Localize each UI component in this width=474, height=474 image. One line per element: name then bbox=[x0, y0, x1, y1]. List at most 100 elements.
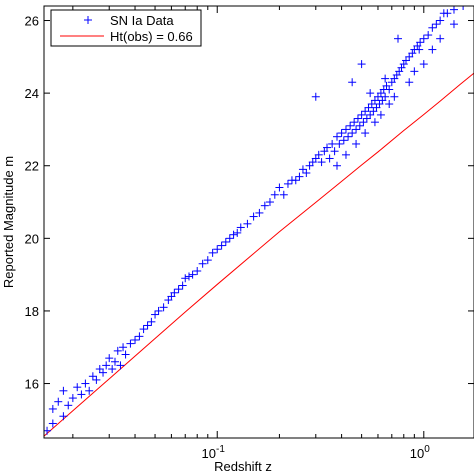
legend-label-data: SN Ia Data bbox=[110, 13, 174, 28]
data-point bbox=[376, 110, 385, 119]
data-point bbox=[366, 110, 375, 119]
data-point bbox=[410, 67, 419, 76]
data-point bbox=[350, 118, 359, 127]
data-point bbox=[311, 92, 320, 101]
data-point bbox=[113, 346, 122, 355]
data-point bbox=[217, 241, 226, 250]
data-point bbox=[236, 223, 245, 232]
data-point bbox=[436, 34, 445, 43]
data-point bbox=[366, 89, 375, 98]
data-point bbox=[302, 168, 311, 177]
data-point bbox=[255, 208, 264, 217]
legend-label-fit: Ht(obs) = 0.66 bbox=[110, 29, 193, 44]
data-point bbox=[193, 267, 202, 276]
data-point bbox=[102, 361, 111, 370]
data-point bbox=[381, 74, 390, 83]
data-point bbox=[116, 361, 125, 370]
legend-box bbox=[50, 9, 202, 47]
data-point bbox=[85, 386, 94, 395]
data-point bbox=[323, 143, 332, 152]
data-point bbox=[249, 212, 258, 221]
x-tick-label: 10-1 bbox=[202, 444, 226, 461]
data-point bbox=[143, 321, 152, 330]
data-point bbox=[243, 219, 252, 228]
data-point bbox=[432, 20, 441, 29]
y-tick-label: 20 bbox=[25, 231, 39, 246]
data-point bbox=[415, 45, 424, 54]
data-point bbox=[317, 158, 326, 167]
data-point bbox=[265, 198, 274, 207]
data-point bbox=[48, 404, 57, 413]
fit-line bbox=[44, 72, 474, 437]
data-point bbox=[59, 386, 68, 395]
data-point bbox=[291, 176, 300, 185]
data-point bbox=[408, 49, 417, 58]
data-point bbox=[393, 34, 402, 43]
x-tick-label: 100 bbox=[410, 444, 430, 461]
data-point bbox=[325, 154, 334, 163]
data-point bbox=[370, 118, 379, 127]
data-point bbox=[381, 92, 390, 101]
data-point bbox=[419, 60, 428, 69]
data-point bbox=[348, 78, 357, 87]
y-axis-label: Reported Magnitude m bbox=[1, 156, 16, 288]
data-point bbox=[283, 179, 292, 188]
data-point bbox=[99, 368, 108, 377]
y-tick-label: 16 bbox=[25, 377, 39, 392]
data-point bbox=[151, 310, 160, 319]
data-point bbox=[59, 412, 68, 421]
data-point bbox=[221, 237, 230, 246]
data-point bbox=[341, 150, 350, 159]
data-point bbox=[341, 125, 350, 134]
data-point bbox=[428, 23, 437, 32]
data-point bbox=[344, 132, 353, 141]
data-point bbox=[352, 125, 361, 134]
data-point bbox=[335, 139, 344, 148]
data-point bbox=[225, 234, 234, 243]
data-point bbox=[419, 34, 428, 43]
data-point bbox=[135, 332, 144, 341]
data-points-layer bbox=[44, 6, 468, 435]
data-point bbox=[328, 139, 337, 148]
data-point bbox=[385, 100, 394, 109]
data-point bbox=[459, 6, 468, 10]
data-point bbox=[362, 114, 371, 123]
legend-marker-data bbox=[84, 16, 92, 24]
data-point bbox=[352, 139, 361, 148]
data-point bbox=[73, 383, 82, 392]
data-point bbox=[77, 390, 86, 399]
data-point bbox=[405, 78, 414, 87]
data-point bbox=[203, 256, 212, 265]
chart-legend: SN Ia Data Ht(obs) = 0.66 bbox=[50, 9, 202, 47]
data-point bbox=[111, 357, 120, 366]
data-point bbox=[147, 317, 156, 326]
data-point bbox=[198, 259, 207, 268]
data-point bbox=[361, 129, 370, 138]
data-point bbox=[298, 165, 307, 174]
data-point bbox=[119, 343, 128, 352]
data-point bbox=[68, 394, 77, 403]
y-tick-label: 26 bbox=[25, 14, 39, 29]
data-point bbox=[449, 6, 458, 14]
data-point bbox=[330, 147, 339, 156]
data-point bbox=[54, 397, 63, 406]
data-point bbox=[385, 85, 394, 94]
data-point bbox=[332, 161, 341, 170]
data-point bbox=[64, 401, 73, 410]
y-tick-label: 18 bbox=[25, 304, 39, 319]
y-tick-label: 22 bbox=[25, 159, 39, 174]
data-point bbox=[184, 272, 193, 281]
data-point bbox=[170, 288, 179, 297]
data-point bbox=[359, 118, 368, 127]
data-point bbox=[233, 228, 242, 237]
data-point bbox=[48, 419, 57, 428]
data-point bbox=[339, 136, 348, 145]
data-point bbox=[401, 56, 410, 65]
data-point bbox=[208, 248, 217, 257]
data-point bbox=[390, 92, 399, 101]
plot-frame bbox=[43, 5, 474, 439]
data-point bbox=[178, 281, 187, 290]
data-point bbox=[348, 129, 357, 138]
data-point bbox=[92, 375, 101, 384]
